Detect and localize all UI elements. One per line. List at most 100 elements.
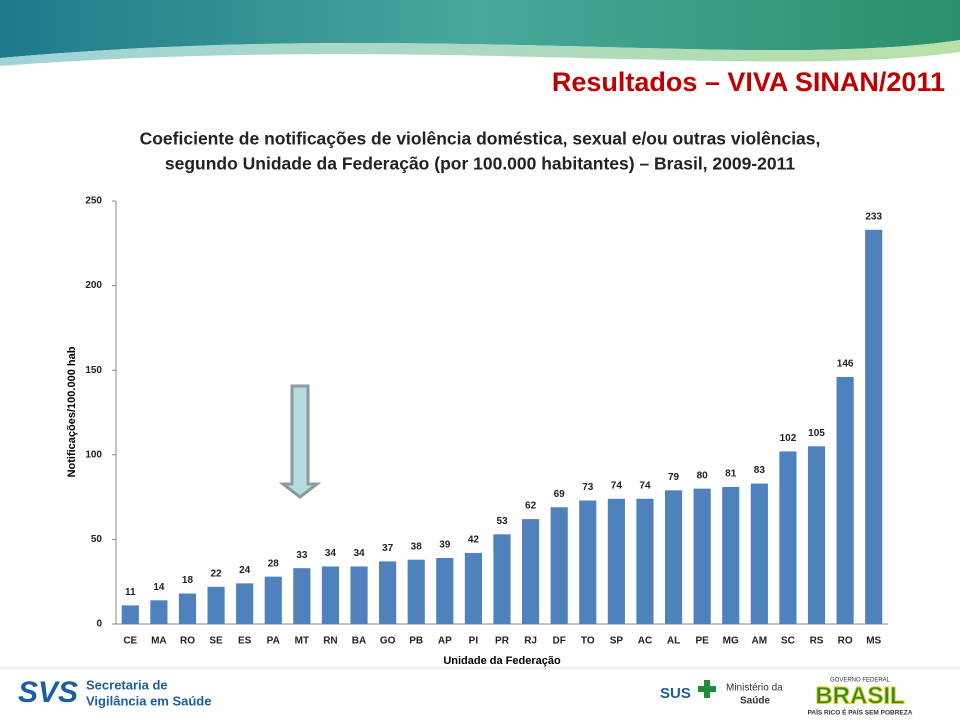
bar — [178, 593, 197, 624]
svs-name: Vigilância em Saúde — [86, 693, 211, 708]
svs-name: Secretaria de — [86, 677, 168, 692]
y-tick-label: 0 — [96, 619, 102, 630]
bar — [636, 498, 654, 624]
x-tick-label: RS — [810, 636, 824, 647]
y-axis-label: Notificações/100.000 hab — [66, 346, 78, 477]
x-tick-label: PB — [409, 636, 423, 647]
bar — [264, 576, 282, 624]
value-label: 69 — [554, 489, 566, 500]
x-tick-label: TO — [581, 636, 595, 647]
bar — [836, 376, 854, 624]
bar — [236, 583, 254, 624]
x-tick-label: SP — [610, 636, 624, 647]
bar — [464, 552, 482, 624]
x-tick-label: MT — [295, 636, 309, 647]
value-label: 79 — [668, 472, 680, 483]
x-tick-label: PR — [495, 636, 510, 647]
value-label: 11 — [125, 587, 136, 598]
y-tick-label: 50 — [91, 534, 103, 545]
value-label: 33 — [296, 550, 308, 561]
x-tick-label: BA — [352, 636, 366, 647]
value-label: 73 — [582, 482, 594, 493]
x-axis-label: Unidade da Federação — [443, 655, 561, 667]
highlight-arrow — [278, 384, 322, 499]
value-label: 233 — [865, 211, 882, 222]
value-label: 24 — [239, 565, 251, 576]
value-label: 74 — [611, 480, 623, 491]
x-tick-label: CE — [123, 636, 137, 647]
value-label: 102 — [780, 433, 797, 444]
value-label: 14 — [153, 582, 165, 593]
y-tick-label: 100 — [85, 449, 102, 460]
x-tick-label: MS — [866, 636, 881, 647]
header-wave — [0, 0, 960, 58]
x-tick-label: AP — [438, 636, 452, 647]
x-tick-label: RO — [838, 636, 853, 647]
value-label: 146 — [837, 359, 854, 370]
bar — [493, 534, 511, 624]
slide-title: Resultados – VIVA SINAN/2011 — [552, 67, 945, 97]
x-tick-label: PA — [267, 636, 280, 647]
y-tick-label: 200 — [85, 280, 102, 291]
bar — [722, 486, 740, 624]
value-label: 34 — [353, 548, 365, 559]
x-tick-label: ES — [238, 636, 252, 647]
plot: 0 50 100 150 200 250 CE 11 MA 14 RO 18 SE 22 ES 24 PA 28 M… — [85, 196, 882, 647]
ministry: Saúde — [740, 696, 770, 707]
bar — [207, 586, 225, 624]
bar — [750, 483, 768, 624]
value-label: 28 — [268, 558, 280, 569]
x-tick-label: GO — [380, 636, 396, 647]
bar — [579, 500, 597, 624]
brasil-logo: BRASIL — [815, 682, 904, 709]
sus-logo: SUS — [660, 685, 691, 702]
bar — [407, 559, 425, 624]
chart-title: Coeficiente de notificações de violência… — [140, 129, 821, 149]
y-tick-label: 250 — [85, 196, 102, 207]
svs-logo: SVS — [18, 676, 78, 709]
x-tick-label: AM — [752, 636, 768, 647]
bar — [807, 446, 826, 624]
x-tick-label: MG — [723, 636, 739, 647]
bar — [865, 229, 883, 625]
value-label: 42 — [468, 535, 480, 546]
chart-title: segundo Unidade da Federação (por 100.00… — [165, 154, 796, 174]
bar — [550, 507, 568, 624]
value-label: 39 — [439, 540, 451, 551]
bar — [150, 600, 168, 624]
ministry: Ministério da — [726, 683, 783, 694]
bar — [779, 451, 797, 624]
bar — [121, 605, 139, 624]
x-tick-label: SC — [781, 636, 795, 647]
value-label: 80 — [697, 470, 709, 481]
bar — [350, 566, 368, 624]
bar — [436, 558, 454, 624]
bar — [293, 568, 311, 624]
bar — [607, 498, 625, 624]
value-label: 22 — [211, 568, 223, 579]
bar — [522, 519, 540, 624]
header-wave-light — [0, 40, 960, 66]
sus-cross — [698, 680, 716, 698]
x-tick-label: DF — [553, 636, 566, 647]
value-label: 53 — [496, 516, 508, 527]
bar — [379, 561, 397, 624]
slogan: PAÍS RICO É PAÍS SEM POBREZA — [808, 708, 913, 717]
x-tick-label: AC — [638, 636, 652, 647]
x-tick-label: RO — [180, 636, 195, 647]
value-label: 83 — [754, 465, 766, 476]
bar — [693, 488, 711, 624]
value-label: 81 — [725, 469, 737, 480]
y-tick-label: 150 — [85, 365, 102, 376]
value-label: 34 — [325, 548, 337, 559]
x-tick-label: RN — [323, 636, 337, 647]
value-label: 18 — [182, 575, 194, 586]
value-label: 105 — [808, 428, 825, 439]
bar — [664, 490, 683, 624]
x-tick-label: PI — [469, 636, 479, 647]
x-tick-label: SE — [209, 636, 223, 647]
bar — [321, 566, 340, 624]
x-tick-label: RJ — [524, 636, 537, 647]
x-tick-label: MA — [151, 636, 167, 647]
